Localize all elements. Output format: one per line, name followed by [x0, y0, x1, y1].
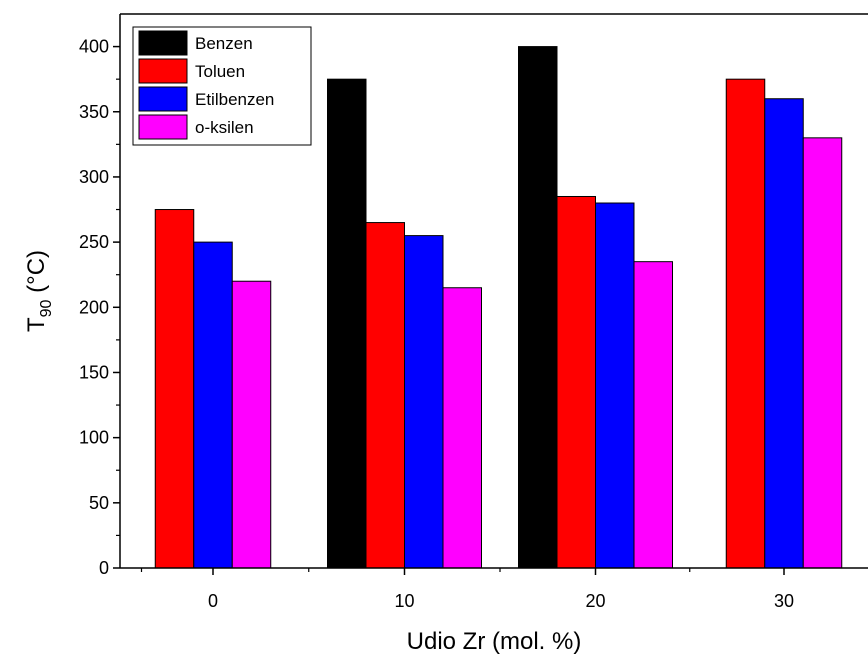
x-axis-title: Udio Zr (mol. %)	[407, 628, 582, 655]
bar-toluen	[725, 78, 766, 569]
y-tick-label: 150	[79, 362, 109, 382]
legend-swatch	[138, 114, 188, 140]
bar-o-ksilen	[633, 261, 673, 569]
x-tick-label: 20	[585, 591, 605, 611]
y-axis-title-subscript: 90	[38, 299, 55, 317]
bar-o-ksilen	[802, 137, 843, 569]
y-tick-label: 200	[79, 297, 109, 317]
bar-toluen	[556, 195, 596, 569]
bar-toluen	[365, 222, 405, 569]
bars-group	[154, 46, 843, 569]
y-tick-label: 100	[79, 428, 109, 448]
bar-etilbenzen	[764, 98, 804, 569]
legend-label: Benzen	[195, 34, 253, 53]
legend: Benzen Toluen Etilbenzen o-ksilen	[132, 26, 312, 146]
bar-o-ksilen	[231, 280, 272, 569]
y-tick-label: 300	[79, 167, 109, 187]
legend-swatch	[138, 30, 188, 56]
bar-benzen	[518, 46, 558, 569]
legend-label: Etilbenzen	[195, 90, 274, 109]
legend-label: Toluen	[195, 62, 245, 81]
legend-label: o-ksilen	[195, 118, 254, 137]
legend-swatch	[138, 86, 188, 112]
y-tick-label: 350	[79, 102, 109, 122]
y-tick-label: 50	[89, 493, 109, 513]
bar-etilbenzen	[193, 241, 233, 569]
x-tick-label: 10	[394, 591, 414, 611]
x-ticks-group: 0 10 20 30	[140, 568, 794, 611]
y-axis-title-main: T	[23, 317, 50, 332]
x-tick-label: 30	[774, 591, 794, 611]
axes-group	[119, 13, 868, 569]
legend-swatch	[138, 58, 188, 84]
y-axis-title: T90 (°C)	[23, 250, 55, 332]
x-tick-label: 0	[208, 591, 218, 611]
y-tick-label: 0	[99, 558, 109, 578]
bar-toluen	[154, 209, 195, 569]
bar-etilbenzen	[404, 235, 444, 569]
y-axis-title-unit: (°C)	[23, 250, 50, 300]
bar-o-ksilen	[442, 287, 482, 569]
y-tick-label: 400	[79, 37, 109, 57]
bar-etilbenzen	[595, 202, 635, 569]
y-tick-label: 250	[79, 232, 109, 252]
y-ticks-group: 0 50 100 150 200 250 300 350 400	[79, 37, 120, 578]
bar-benzen	[327, 78, 367, 569]
